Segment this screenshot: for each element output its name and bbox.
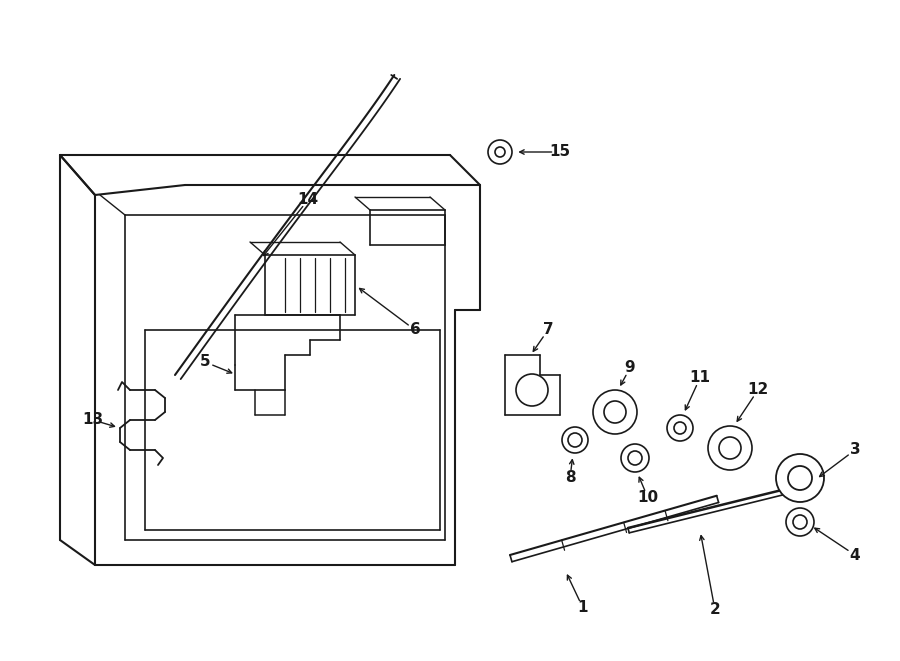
Circle shape [604,401,626,423]
Circle shape [776,454,824,502]
Text: 1: 1 [578,600,589,615]
Circle shape [674,422,686,434]
Circle shape [562,427,588,453]
Text: 7: 7 [543,323,553,338]
Text: 3: 3 [850,442,860,457]
Text: 9: 9 [625,360,635,375]
Circle shape [488,140,512,164]
Text: 12: 12 [747,383,769,397]
Circle shape [593,390,637,434]
Text: 13: 13 [83,412,104,428]
Circle shape [793,515,807,529]
Text: 5: 5 [200,354,211,369]
Circle shape [621,444,649,472]
Circle shape [786,508,814,536]
Circle shape [495,147,505,157]
Circle shape [719,437,741,459]
Circle shape [667,415,693,441]
Circle shape [708,426,752,470]
Text: 11: 11 [689,371,710,385]
Circle shape [628,451,642,465]
Text: 4: 4 [850,547,860,563]
Circle shape [516,374,548,406]
Text: 10: 10 [637,490,659,506]
Text: 2: 2 [709,602,720,617]
Text: 14: 14 [297,192,319,208]
Text: 8: 8 [564,471,575,485]
Text: 15: 15 [549,145,571,159]
Circle shape [788,466,812,490]
Text: 6: 6 [410,323,420,338]
Circle shape [568,433,582,447]
